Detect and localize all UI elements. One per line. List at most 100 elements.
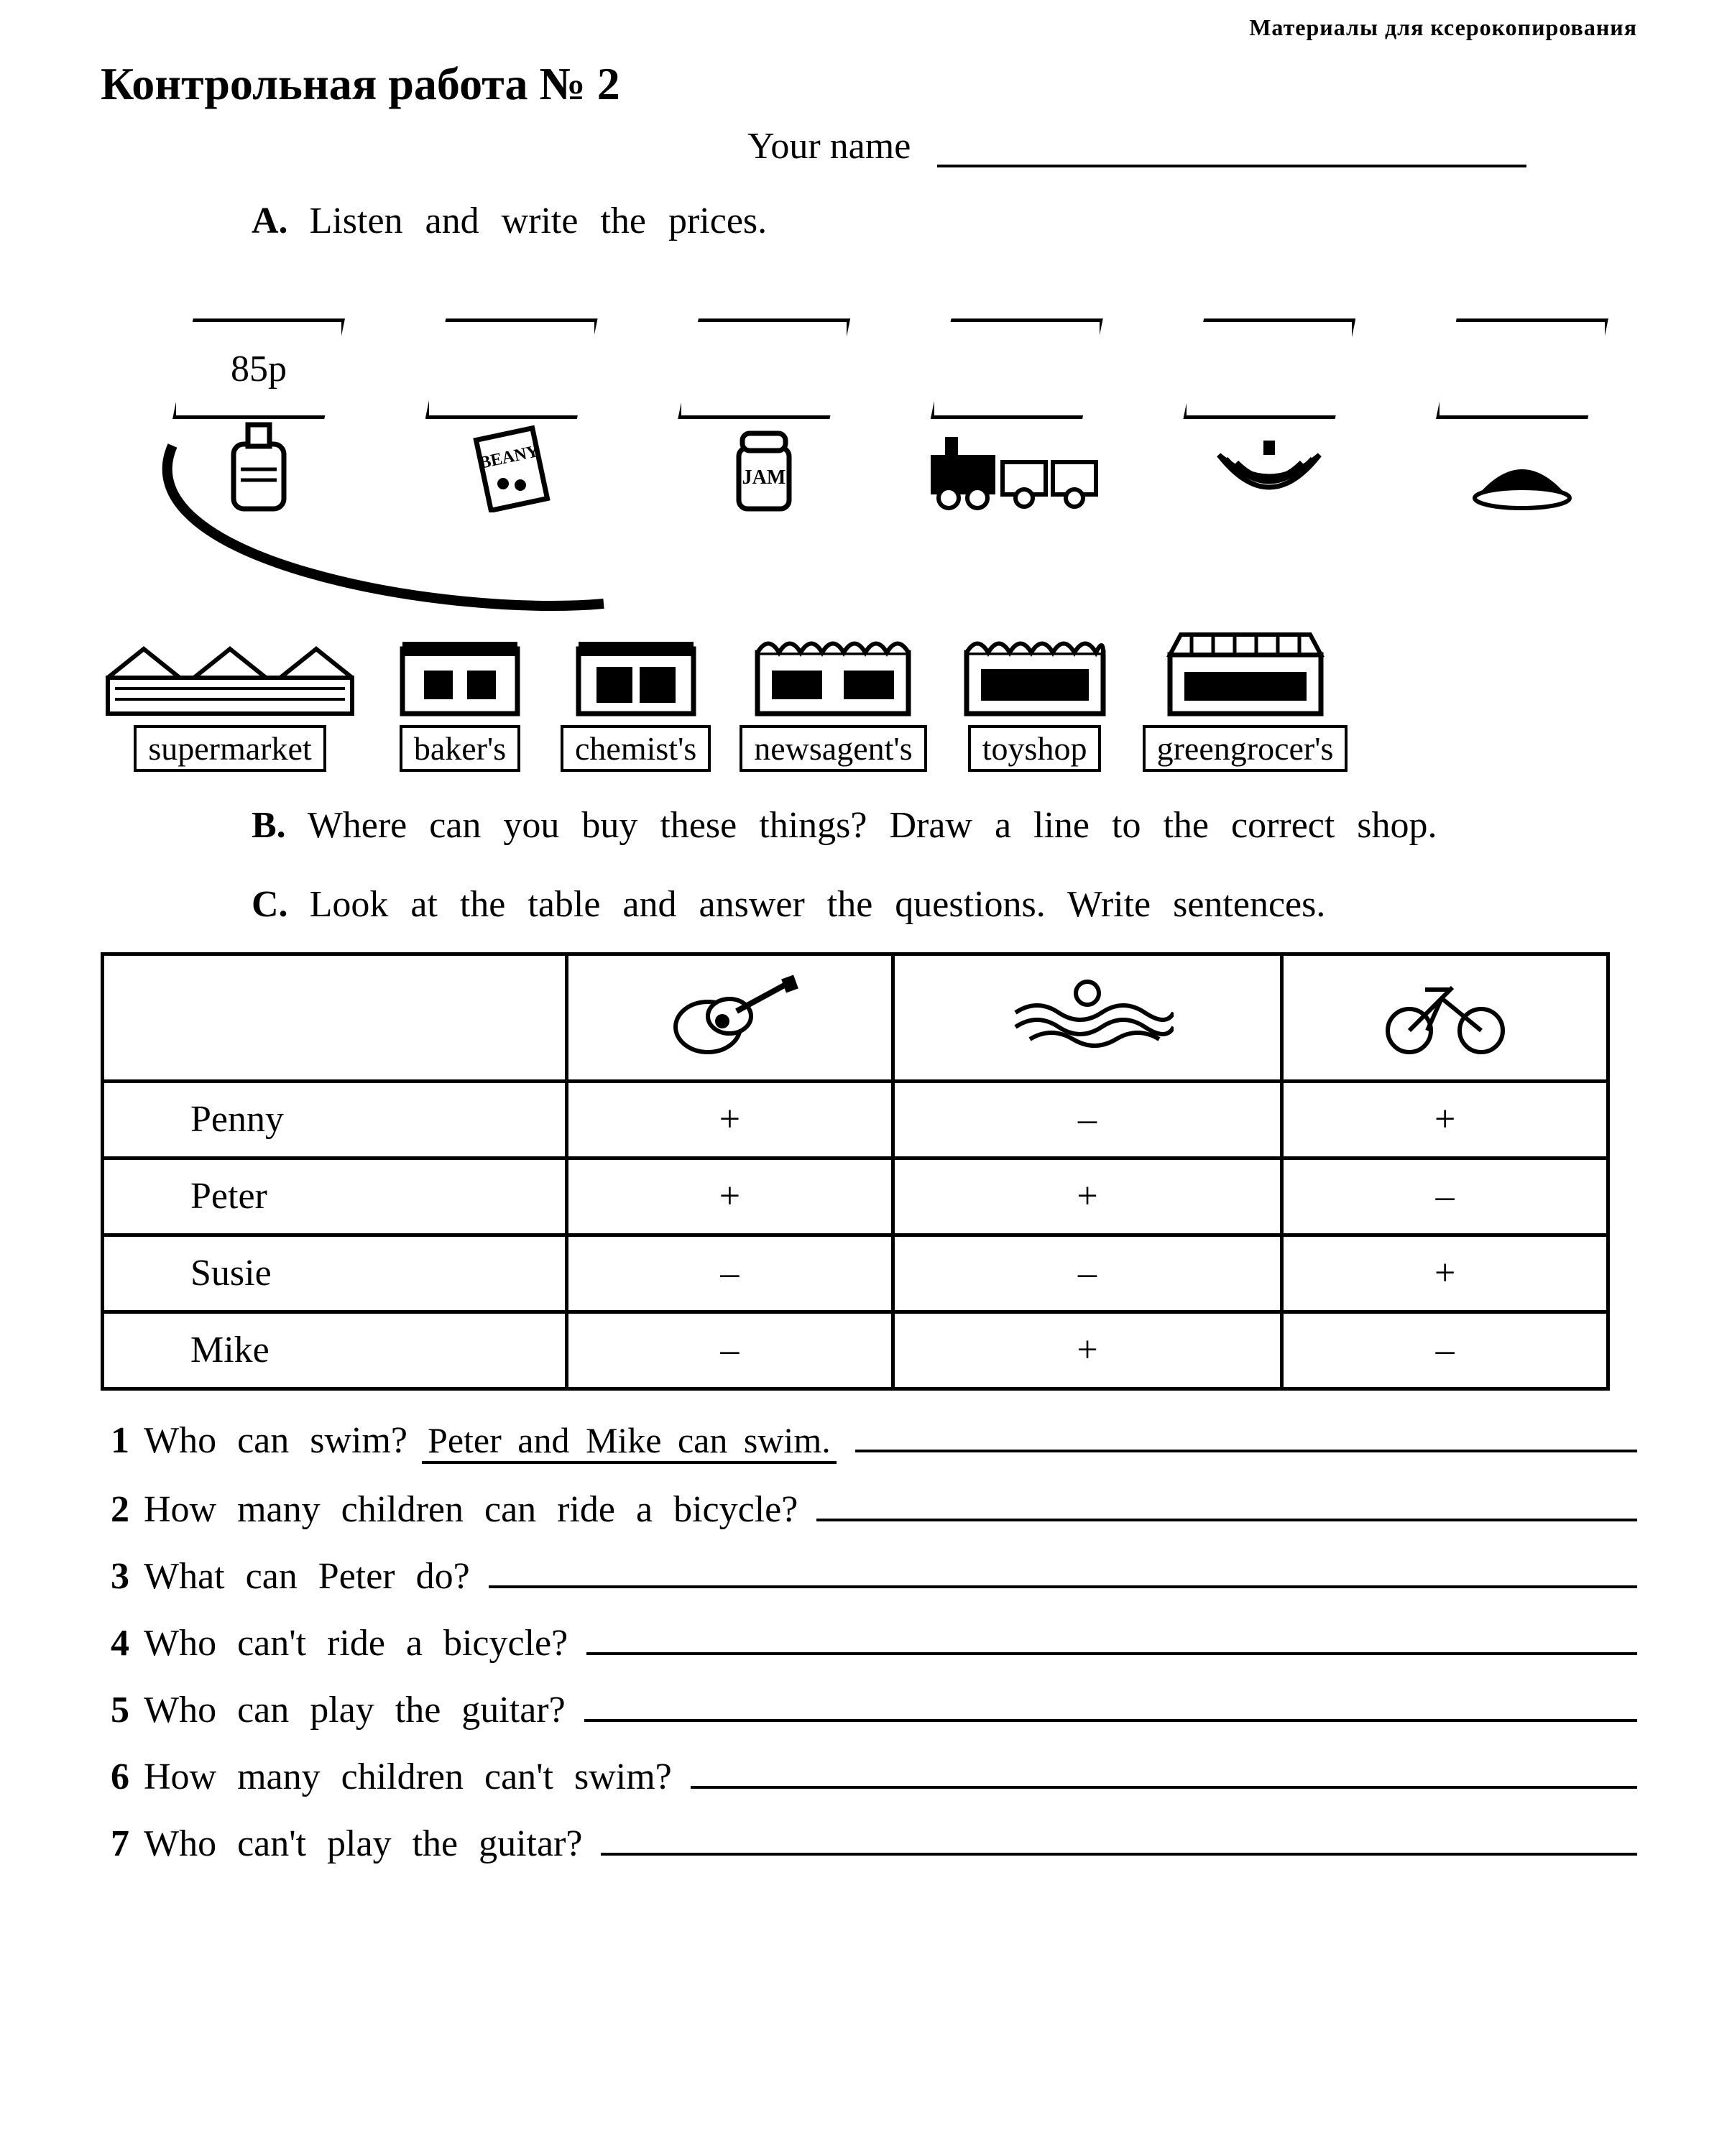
- price-tag-1[interactable]: 85p: [172, 318, 345, 419]
- qtext-3: What can Peter do?: [144, 1555, 470, 1598]
- table-row: Peter + + –: [103, 1158, 1608, 1235]
- price-value-1: 85p: [231, 348, 287, 390]
- cell-3-3: +: [1282, 1235, 1608, 1312]
- qblank-7[interactable]: [601, 1853, 1637, 1856]
- shop-toyshop: toyshop: [956, 613, 1114, 772]
- shop-label-3: chemist's: [561, 725, 711, 772]
- question-row: 6 How many children can't swim?: [101, 1756, 1637, 1798]
- cell-1-2: –: [893, 1081, 1281, 1158]
- item-bananas: [1154, 318, 1384, 512]
- cell-2-2: +: [893, 1158, 1281, 1235]
- bananas-icon: [1204, 405, 1334, 512]
- question-row: 3 What can Peter do?: [101, 1555, 1637, 1598]
- section-c-label: C.: [252, 884, 288, 925]
- swim-icon: [1001, 973, 1174, 1052]
- qblank-4[interactable]: [586, 1652, 1637, 1655]
- header-note: Материалы для ксерокопирования: [1249, 14, 1637, 41]
- shop-newsagents: newsagent's: [740, 613, 926, 772]
- qblank-2[interactable]: [816, 1519, 1637, 1521]
- bicycle-icon: [1373, 969, 1517, 1056]
- section-a: A. Listen and write the prices.: [252, 196, 1637, 247]
- shop-label-4: newsagent's: [740, 725, 926, 772]
- row-name-2: Peter: [103, 1158, 567, 1235]
- cell-4-2: +: [893, 1312, 1281, 1388]
- qtext-6: How many children can't swim?: [144, 1756, 672, 1798]
- qtext-5: Who can play the guitar?: [144, 1689, 566, 1731]
- price-tag-3[interactable]: [678, 318, 850, 419]
- qtext-4: Who can't ride a bicycle?: [144, 1622, 568, 1664]
- svg-text:JAM: JAM: [742, 466, 786, 489]
- train-icon: [923, 405, 1110, 512]
- item-cake: [1407, 318, 1637, 512]
- page-title: Контрольная работа № 2: [101, 57, 1637, 111]
- example-line: [86, 431, 733, 647]
- name-input-blank[interactable]: [937, 165, 1526, 167]
- cell-2-3: –: [1282, 1158, 1608, 1235]
- shop-label-2: baker's: [400, 725, 520, 772]
- guitar-icon: [658, 969, 801, 1056]
- table-row: Susie – – +: [103, 1235, 1608, 1312]
- question-list: 1 Who can swim? Peter and Mike can swim.…: [101, 1419, 1637, 1865]
- qblank-5[interactable]: [584, 1719, 1637, 1722]
- qblank-6[interactable]: [691, 1786, 1637, 1789]
- abilities-table: Penny + – + Peter + + – Susie – – + Mike…: [101, 952, 1610, 1391]
- qanswer-1[interactable]: Peter and Mike can swim.: [422, 1419, 837, 1464]
- newsagents-icon: [747, 613, 919, 721]
- price-tag-4[interactable]: [931, 318, 1103, 419]
- section-a-label: A.: [252, 201, 288, 241]
- cell-3-2: –: [893, 1235, 1281, 1312]
- section-c-text: Look at the table and answer the questio…: [310, 884, 1326, 925]
- toyshop-icon: [956, 613, 1114, 721]
- cell-1-3: +: [1282, 1081, 1608, 1158]
- shop-label-5: toyshop: [968, 725, 1102, 772]
- question-row: 1 Who can swim? Peter and Mike can swim.: [101, 1419, 1637, 1464]
- section-b-label: B.: [252, 805, 286, 846]
- shop-label-1: supermarket: [134, 725, 326, 772]
- qnum-5: 5: [101, 1689, 129, 1731]
- section-b: B. Where can you buy these things? Draw …: [252, 801, 1637, 851]
- qtext-7: Who can't play the guitar?: [144, 1823, 582, 1865]
- item-train: [902, 318, 1132, 512]
- row-name-1: Penny: [103, 1081, 567, 1158]
- table-corner-cell: [103, 954, 567, 1081]
- question-row: 4 Who can't ride a bicycle?: [101, 1622, 1637, 1664]
- qblank-3[interactable]: [489, 1585, 1637, 1588]
- qtext-1: Who can swim?: [144, 1419, 407, 1462]
- price-tag-2[interactable]: [425, 318, 598, 419]
- qtext-2: How many children can ride a bicycle?: [144, 1488, 798, 1531]
- cell-3-1: –: [567, 1235, 893, 1312]
- greengrocers-icon: [1159, 613, 1332, 721]
- name-field-line: Your name: [747, 125, 1637, 167]
- cake-icon: [1461, 405, 1583, 512]
- section-a-text: Listen and write the prices.: [310, 201, 768, 241]
- section-b-text: Where can you buy these things? Draw a l…: [308, 805, 1437, 846]
- shop-label-6: greengrocer's: [1143, 725, 1348, 772]
- worksheet-page: Материалы для ксерокопирования Контрольн…: [0, 0, 1709, 2156]
- qnum-4: 4: [101, 1622, 129, 1664]
- cell-4-1: –: [567, 1312, 893, 1388]
- jam-icon: JAM: [721, 405, 807, 512]
- col-header-guitar: [567, 954, 893, 1081]
- qnum-3: 3: [101, 1555, 129, 1598]
- cell-2-1: +: [567, 1158, 893, 1235]
- question-row: 2 How many children can ride a bicycle?: [101, 1488, 1637, 1531]
- qnum-7: 7: [101, 1823, 129, 1865]
- cell-4-3: –: [1282, 1312, 1608, 1388]
- table-row: Penny + – +: [103, 1081, 1608, 1158]
- row-name-4: Mike: [103, 1312, 567, 1388]
- question-row: 5 Who can play the guitar?: [101, 1689, 1637, 1731]
- price-tag-6[interactable]: [1436, 318, 1608, 419]
- qnum-6: 6: [101, 1756, 129, 1798]
- name-label: Your name: [747, 126, 911, 167]
- price-tag-5[interactable]: [1183, 318, 1355, 419]
- col-header-swim: [893, 954, 1281, 1081]
- row-name-3: Susie: [103, 1235, 567, 1312]
- section-c: C. Look at the table and answer the ques…: [252, 880, 1637, 930]
- cell-1-1: +: [567, 1081, 893, 1158]
- question-row: 7 Who can't play the guitar?: [101, 1823, 1637, 1865]
- qblank-1[interactable]: [855, 1450, 1637, 1452]
- shop-greengrocers: greengrocer's: [1143, 613, 1348, 772]
- qnum-1: 1: [101, 1419, 129, 1462]
- qnum-2: 2: [101, 1488, 129, 1531]
- col-header-bicycle: [1282, 954, 1608, 1081]
